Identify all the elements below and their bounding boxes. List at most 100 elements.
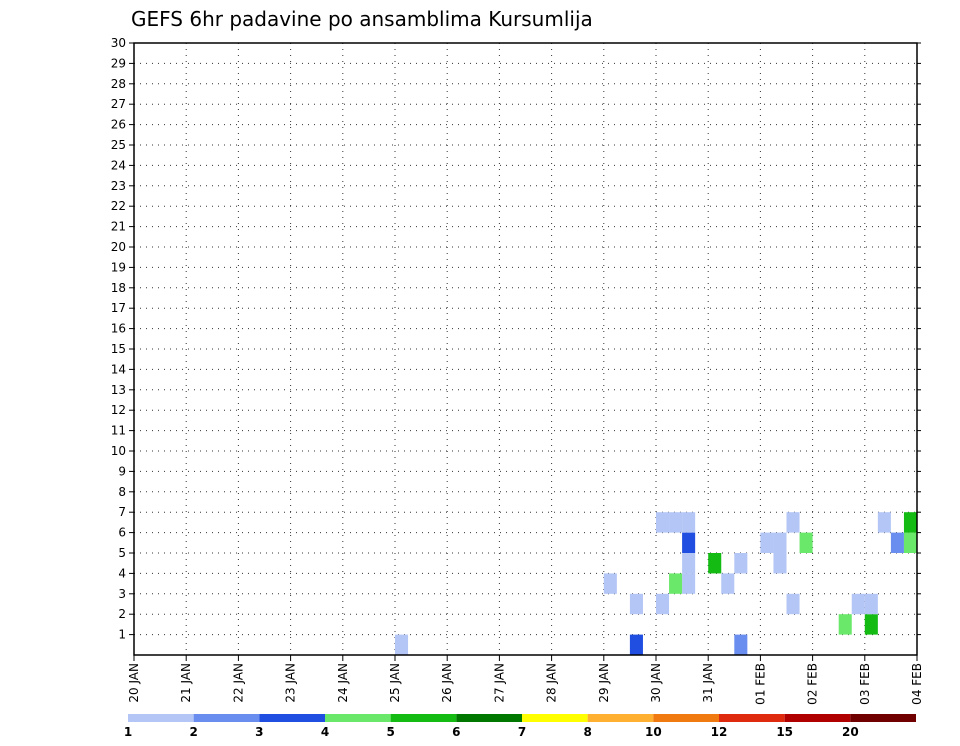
y-tick-label: 4 bbox=[118, 566, 126, 580]
y-axis: 1234567891011121314151617181920212223242… bbox=[111, 36, 921, 642]
legend-swatch bbox=[587, 714, 654, 722]
heatmap-cell bbox=[890, 532, 904, 553]
heatmap-cell bbox=[786, 593, 800, 615]
legend-swatch bbox=[850, 714, 916, 722]
heatmap-cell bbox=[603, 573, 617, 594]
y-tick-label: 9 bbox=[118, 464, 126, 478]
x-tick-label: 20 JAN bbox=[127, 663, 141, 703]
x-tick-label: 24 JAN bbox=[336, 663, 350, 703]
x-tick-label: 25 JAN bbox=[388, 663, 402, 703]
y-tick-label: 25 bbox=[111, 138, 126, 152]
heatmap-cell bbox=[903, 512, 917, 533]
x-tick-label: 27 JAN bbox=[492, 663, 506, 703]
heatmap-cell bbox=[721, 573, 735, 594]
y-tick-label: 13 bbox=[111, 383, 126, 397]
x-tick-label: 31 JAN bbox=[701, 663, 715, 703]
grid bbox=[134, 43, 917, 655]
heatmap-cell bbox=[877, 512, 891, 533]
y-tick-label: 28 bbox=[111, 77, 126, 91]
x-tick-label: 04 FEB bbox=[910, 663, 924, 705]
legend-swatch bbox=[719, 714, 785, 722]
legend-label: 8 bbox=[583, 725, 591, 739]
y-tick-label: 29 bbox=[111, 56, 126, 70]
legend: 1 2 3 4 5 6 7 8 10 12 15 20 bbox=[124, 714, 916, 739]
legend-label: 1 bbox=[124, 725, 132, 739]
x-tick-label: 03 FEB bbox=[858, 663, 872, 705]
chart-title: GEFS 6hr padavine po ansamblima Kursumli… bbox=[131, 7, 593, 31]
legend-label: 4 bbox=[321, 725, 329, 739]
heatmap-cell bbox=[669, 573, 683, 594]
heatmap-cell bbox=[773, 532, 787, 553]
heatmap-cell bbox=[395, 634, 409, 655]
x-tick-label: 01 FEB bbox=[753, 663, 767, 705]
legend-swatch bbox=[456, 714, 522, 722]
y-tick-label: 12 bbox=[111, 403, 126, 417]
legend-label: 20 bbox=[842, 725, 859, 739]
y-tick-label: 11 bbox=[111, 424, 126, 438]
legend-swatch bbox=[784, 714, 851, 722]
x-tick-label: 29 JAN bbox=[597, 663, 611, 703]
heatmap-cell bbox=[629, 634, 643, 655]
legend-label: 6 bbox=[452, 725, 460, 739]
heatmap-cell bbox=[760, 532, 774, 553]
y-tick-label: 6 bbox=[118, 526, 126, 540]
y-tick-label: 16 bbox=[111, 322, 126, 336]
y-tick-label: 7 bbox=[118, 505, 126, 519]
x-tick-label: 21 JAN bbox=[179, 663, 193, 703]
legend-label: 5 bbox=[386, 725, 394, 739]
legend-label: 10 bbox=[645, 725, 662, 739]
y-tick-label: 10 bbox=[111, 444, 126, 458]
heatmap-cell bbox=[708, 553, 722, 574]
y-tick-label: 24 bbox=[111, 158, 126, 172]
x-tick-label: 30 JAN bbox=[649, 663, 663, 703]
y-tick-label: 1 bbox=[118, 628, 126, 642]
legend-swatch bbox=[653, 714, 719, 722]
heatmap-cell bbox=[656, 512, 670, 533]
heatmap-cell bbox=[799, 532, 813, 553]
legend-swatch bbox=[325, 714, 391, 722]
heatmap-cell bbox=[682, 553, 696, 574]
y-tick-label: 8 bbox=[118, 485, 126, 499]
heatmap-cell bbox=[656, 593, 670, 615]
legend-swatch bbox=[259, 714, 325, 722]
y-tick-label: 27 bbox=[111, 97, 126, 111]
y-tick-label: 3 bbox=[118, 587, 126, 601]
heatmap-cell bbox=[629, 593, 643, 615]
y-tick-label: 21 bbox=[111, 220, 126, 234]
x-tick-label: 22 JAN bbox=[231, 663, 245, 703]
legend-label: 7 bbox=[518, 725, 526, 739]
heatmap-cell bbox=[734, 634, 748, 655]
y-tick-label: 30 bbox=[111, 36, 126, 50]
x-tick-label: 28 JAN bbox=[545, 663, 559, 703]
heatmap-cell bbox=[669, 512, 683, 533]
y-tick-label: 17 bbox=[111, 301, 126, 315]
heatmap-cell bbox=[864, 614, 878, 635]
legend-swatch bbox=[522, 714, 588, 722]
legend-swatch bbox=[390, 714, 457, 722]
y-tick-label: 2 bbox=[118, 607, 126, 621]
heatmap-cell bbox=[773, 553, 787, 574]
y-tick-label: 14 bbox=[111, 362, 126, 376]
y-tick-label: 22 bbox=[111, 199, 126, 213]
heatmap-cell bbox=[682, 512, 696, 533]
x-tick-label: 26 JAN bbox=[440, 663, 454, 703]
y-tick-label: 15 bbox=[111, 342, 126, 356]
y-tick-label: 5 bbox=[118, 546, 126, 560]
legend-swatch bbox=[193, 714, 260, 722]
heatmap-cell bbox=[864, 593, 878, 615]
heatmap-cell bbox=[786, 512, 800, 533]
y-tick-label: 19 bbox=[111, 260, 126, 274]
legend-label: 3 bbox=[255, 725, 263, 739]
legend-swatch bbox=[128, 714, 194, 722]
x-tick-label: 23 JAN bbox=[284, 663, 298, 703]
x-axis: 20 JAN 21 JAN 22 JAN 23 JAN 24 JAN 25 JAN 26 J… bbox=[127, 655, 924, 705]
heatmap-cell bbox=[838, 614, 852, 635]
y-tick-label: 18 bbox=[111, 281, 126, 295]
heatmap-cell bbox=[682, 532, 696, 553]
y-tick-label: 23 bbox=[111, 179, 126, 193]
heatmap-cell bbox=[734, 553, 748, 574]
heatmap-cell bbox=[903, 532, 917, 553]
legend-label: 15 bbox=[776, 725, 793, 739]
